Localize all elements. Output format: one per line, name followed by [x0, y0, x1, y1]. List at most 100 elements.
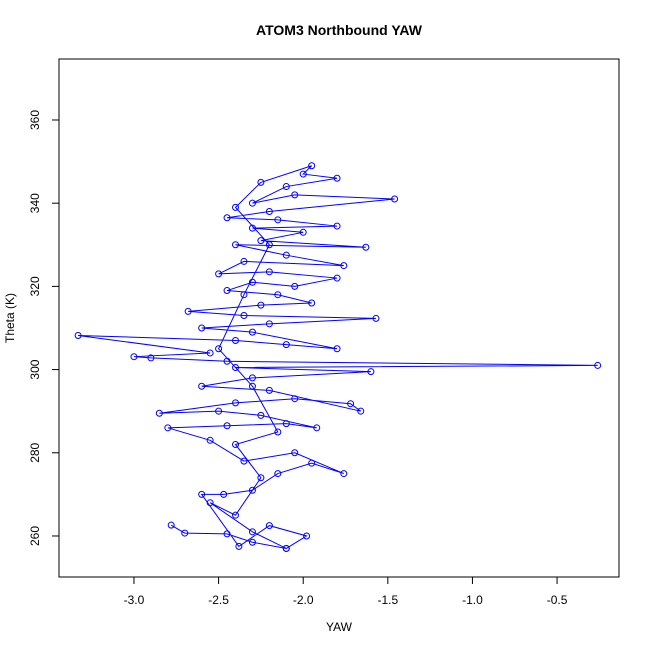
data-point: [333, 274, 341, 282]
y-tick-label: 280: [28, 442, 42, 462]
data-point: [232, 440, 240, 448]
data-point: [232, 336, 240, 344]
data-point: [235, 542, 243, 550]
x-tick-label: -0.5: [547, 593, 568, 607]
data-point: [223, 357, 231, 365]
data-point: [313, 424, 321, 432]
data-point: [257, 411, 265, 419]
data-point: [357, 407, 365, 415]
data-point: [74, 331, 82, 339]
data-point: [257, 237, 265, 245]
data-point: [282, 183, 290, 191]
data-point: [372, 314, 380, 322]
data-point: [282, 251, 290, 259]
data-point: [240, 291, 248, 299]
data-point: [274, 428, 282, 436]
data-point: [257, 301, 265, 309]
data-point: [333, 345, 341, 353]
data-point: [167, 521, 175, 529]
data-point: [215, 407, 223, 415]
data-point: [248, 278, 256, 286]
data-point: [282, 420, 290, 428]
data-point: [308, 162, 316, 170]
data-point: [248, 199, 256, 207]
data-point: [147, 354, 155, 362]
x-tick-label: -2.5: [208, 593, 229, 607]
data-point: [198, 324, 206, 332]
data-point: [265, 320, 273, 328]
x-tick-label: -1.0: [462, 593, 483, 607]
data-point: [164, 424, 172, 432]
data-point: [347, 400, 355, 408]
data-point: [265, 268, 273, 276]
data-point: [391, 195, 399, 203]
data-point: [257, 474, 265, 482]
data-point: [181, 529, 189, 537]
data-point: [232, 364, 240, 372]
data-point: [367, 368, 375, 376]
data-point: [265, 386, 273, 394]
x-tick-label: -3.0: [124, 593, 145, 607]
data-point: [240, 257, 248, 265]
data-point: [155, 409, 163, 417]
data-point: [265, 522, 273, 530]
data-point: [206, 436, 214, 444]
data-point: [232, 241, 240, 249]
data-point: [265, 208, 273, 216]
data-point: [340, 262, 348, 270]
plot-frame: [58, 58, 620, 578]
data-point: [215, 270, 223, 278]
data-point: [282, 544, 290, 552]
data-point: [198, 382, 206, 390]
data-point: [215, 345, 223, 353]
data-point: [248, 486, 256, 494]
data-point: [291, 282, 299, 290]
data-point: [223, 530, 231, 538]
y-tick-label: 340: [28, 193, 42, 213]
data-point: [184, 307, 192, 315]
data-point: [223, 287, 231, 295]
data-point: [333, 174, 341, 182]
data-point: [265, 241, 273, 249]
data-point: [291, 449, 299, 457]
x-tick-label: -1.5: [377, 593, 398, 607]
data-point: [308, 459, 316, 467]
data-point: [240, 312, 248, 320]
y-axis-label: Theta (K): [3, 293, 17, 343]
data-point: [299, 228, 307, 236]
data-point: [248, 224, 256, 232]
data-point: [130, 353, 138, 361]
y-tick-label: 260: [28, 526, 42, 546]
data-point: [223, 422, 231, 430]
series-line: [78, 165, 598, 549]
data-point: [291, 395, 299, 403]
data-point: [274, 470, 282, 478]
data-point: [303, 532, 311, 540]
data-point: [206, 349, 214, 357]
x-axis-label: YAW: [326, 620, 353, 634]
y-tick-label: 360: [28, 110, 42, 130]
data-point: [257, 178, 265, 186]
data-point: [274, 216, 282, 224]
data-point: [308, 299, 316, 307]
data-point: [282, 341, 290, 349]
data-point: [291, 191, 299, 199]
data-point: [248, 382, 256, 390]
data-point: [206, 499, 214, 507]
y-tick-label: 320: [28, 276, 42, 296]
data-point: [232, 203, 240, 211]
chart-title: ATOM3 Northbound YAW: [256, 22, 423, 38]
data-point: [248, 538, 256, 546]
data-point: [240, 457, 248, 465]
data-point: [220, 490, 228, 498]
x-tick-label: -2.0: [293, 593, 314, 607]
data-point: [232, 399, 240, 407]
data-point: [198, 490, 206, 498]
data-point: [248, 328, 256, 336]
data-point: [340, 470, 348, 478]
data-point: [333, 222, 341, 230]
data-point: [223, 214, 231, 222]
data-point: [248, 374, 256, 382]
